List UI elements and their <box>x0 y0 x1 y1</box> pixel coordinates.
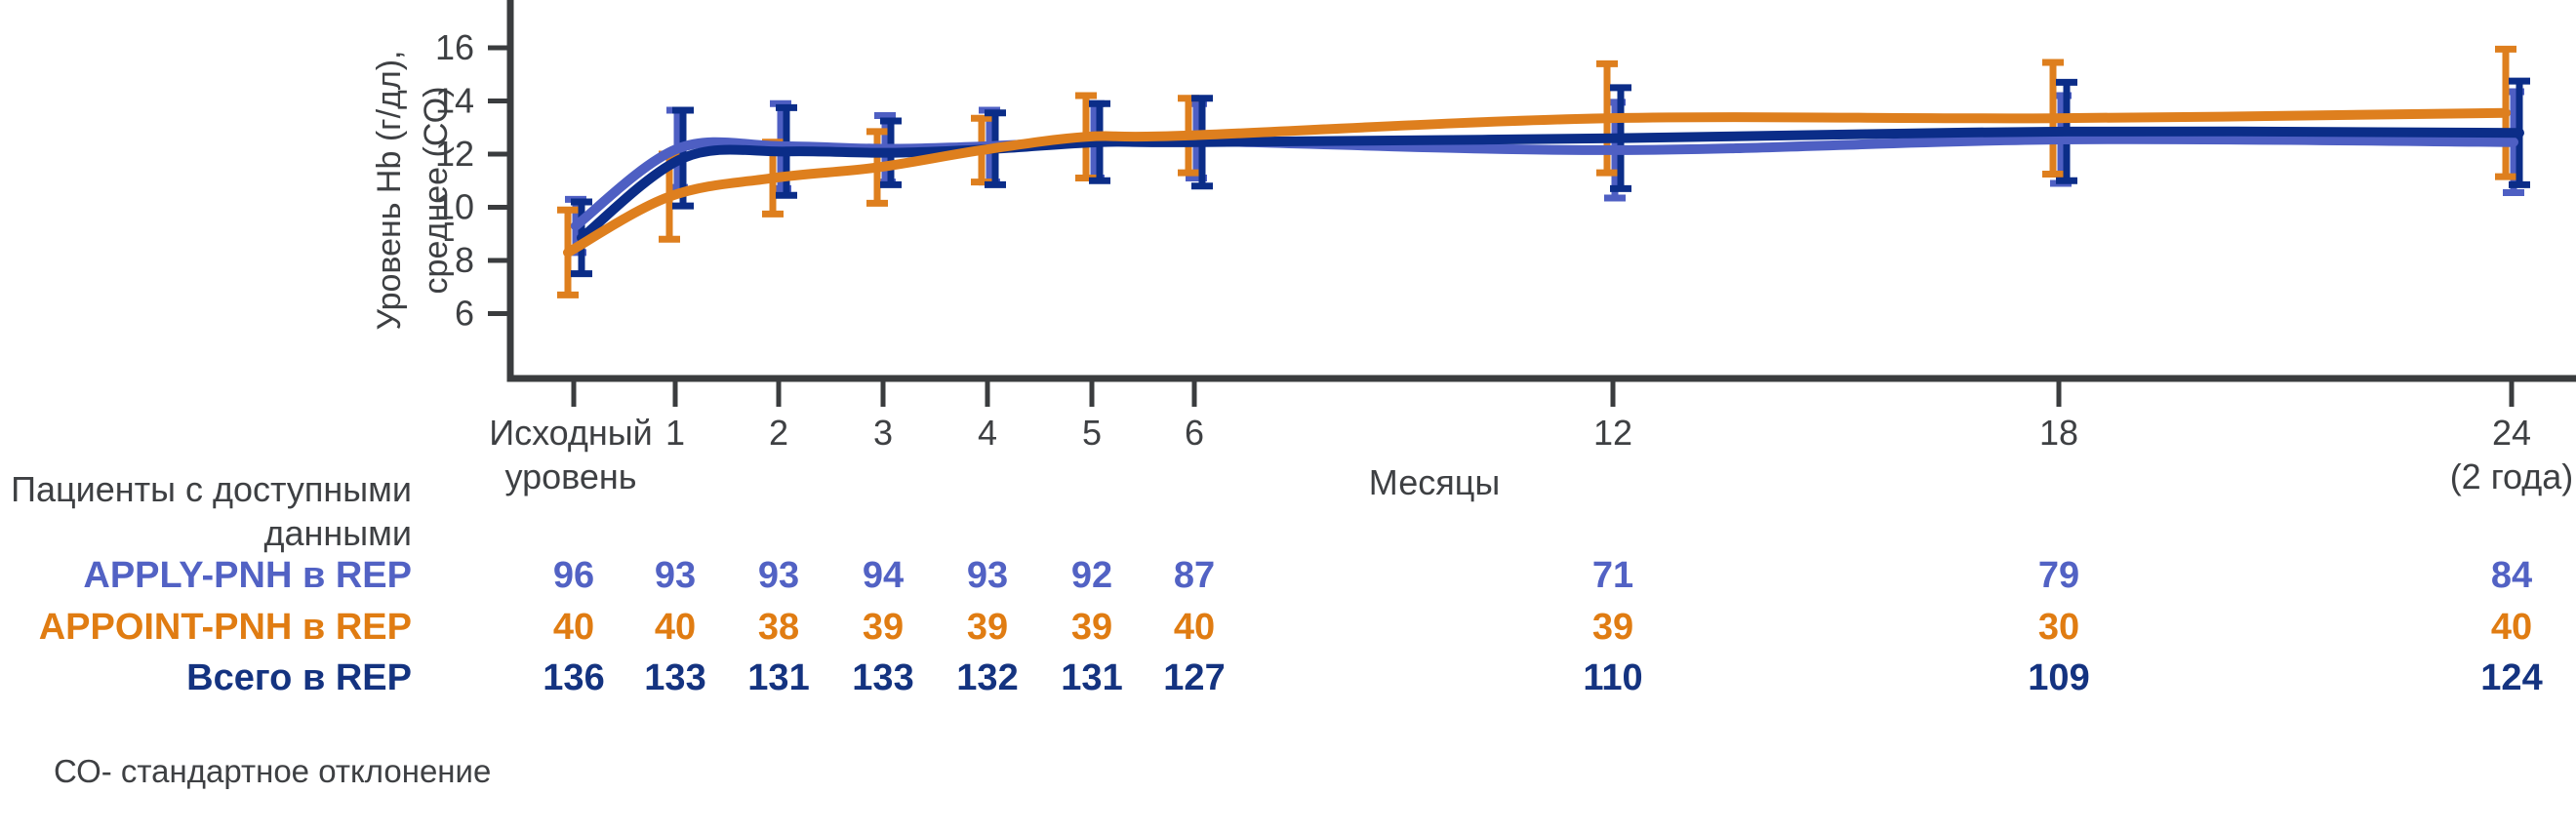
x-tick-label-3: 3 <box>873 413 893 453</box>
y-tick-label-14: 14 <box>435 81 474 121</box>
table-cell-r2-c8: 109 <box>2028 657 2090 698</box>
table-cell-r2-c6: 127 <box>1163 657 1226 698</box>
x-tick-label-12: 12 <box>1593 413 1632 453</box>
x-tick-label-0: Исходный <box>489 413 653 453</box>
x-tick-label-5: 5 <box>1082 413 1102 453</box>
table-header-line1: Пациенты с доступными <box>11 469 412 509</box>
x-tick-label2-24: (2 года) <box>2450 456 2574 496</box>
x-axis-title: Месяцы <box>1368 462 1501 502</box>
table-cell-r0-c4: 93 <box>966 555 1009 596</box>
table-cell-r1-c0: 40 <box>552 607 595 648</box>
y-axis-title-line1: Уровень Hb (г/дл), <box>371 50 408 331</box>
table-cell-r1-c2: 38 <box>757 607 800 648</box>
y-tick-label-12: 12 <box>435 134 474 174</box>
table-cell-r0-c2: 93 <box>757 555 800 596</box>
table-row-label-0: APPLY-PNH в REP <box>83 555 412 596</box>
series-line-total <box>577 126 2524 243</box>
table-cell-r2-c1: 133 <box>644 657 706 698</box>
table-cell-r2-c3: 133 <box>852 657 914 698</box>
x-tick-label-18: 18 <box>2039 413 2078 453</box>
table-header: Пациенты с доступными данными <box>0 467 412 555</box>
x-tick-label-24: 24 <box>2492 413 2531 453</box>
table-cell-r0-c9: 84 <box>2490 555 2533 596</box>
footnote-sd-definition: СО- стандартное отклонение <box>54 753 492 789</box>
y-tick-label-16: 16 <box>435 27 474 67</box>
table-cell-r2-c7: 110 <box>1583 657 1643 698</box>
table-cell-r1-c7: 39 <box>1591 607 1634 648</box>
y-tick-label-6: 6 <box>455 294 474 334</box>
x-tick-label-4: 4 <box>978 413 997 453</box>
table-cell-r0-c5: 92 <box>1070 555 1113 596</box>
y-tick-label-10: 10 <box>435 187 474 227</box>
table-cell-r1-c6: 40 <box>1173 607 1216 648</box>
y-axis-title: Уровень Hb (г/дл), среднее (СО) <box>366 34 460 346</box>
table-cell-r1-c4: 39 <box>966 607 1009 648</box>
table-cell-r0-c0: 96 <box>552 555 595 596</box>
table-cell-r0-c3: 94 <box>862 555 905 596</box>
y-tick-label-8: 8 <box>455 240 474 280</box>
x-tick-label2-0: уровень <box>504 456 636 496</box>
table-cell-r2-c4: 132 <box>956 657 1019 698</box>
table-cell-r1-c3: 39 <box>862 607 905 648</box>
table-cell-r2-c9: 124 <box>2480 657 2543 698</box>
table-row-label-1: APPOINT-PNH в REP <box>38 607 412 648</box>
x-tick-label-2: 2 <box>769 413 788 453</box>
series-line-appoint-pnh <box>563 107 2511 258</box>
table-cell-r0-c6: 87 <box>1173 555 1216 596</box>
y-axis-title-line2: среднее (СО) <box>418 86 455 295</box>
table-cell-r0-c7: 71 <box>1591 555 1634 596</box>
table-cell-r0-c1: 93 <box>654 555 697 596</box>
table-cell-r1-c9: 40 <box>2490 607 2533 648</box>
table-cell-r1-c5: 39 <box>1070 607 1113 648</box>
table-cell-r2-c5: 131 <box>1061 657 1123 698</box>
x-tick-label-6: 6 <box>1185 413 1204 453</box>
table-cell-r2-c2: 131 <box>747 657 810 698</box>
table-cell-r2-c0: 136 <box>543 657 605 698</box>
table-row-label-2: Всего в REP <box>186 657 412 698</box>
table-cell-r0-c8: 79 <box>2037 555 2080 596</box>
x-tick-label-1: 1 <box>665 413 685 453</box>
table-header-line2: данными <box>263 513 412 553</box>
table-cell-r1-c8: 30 <box>2037 607 2080 648</box>
table-cell-r1-c1: 40 <box>654 607 697 648</box>
